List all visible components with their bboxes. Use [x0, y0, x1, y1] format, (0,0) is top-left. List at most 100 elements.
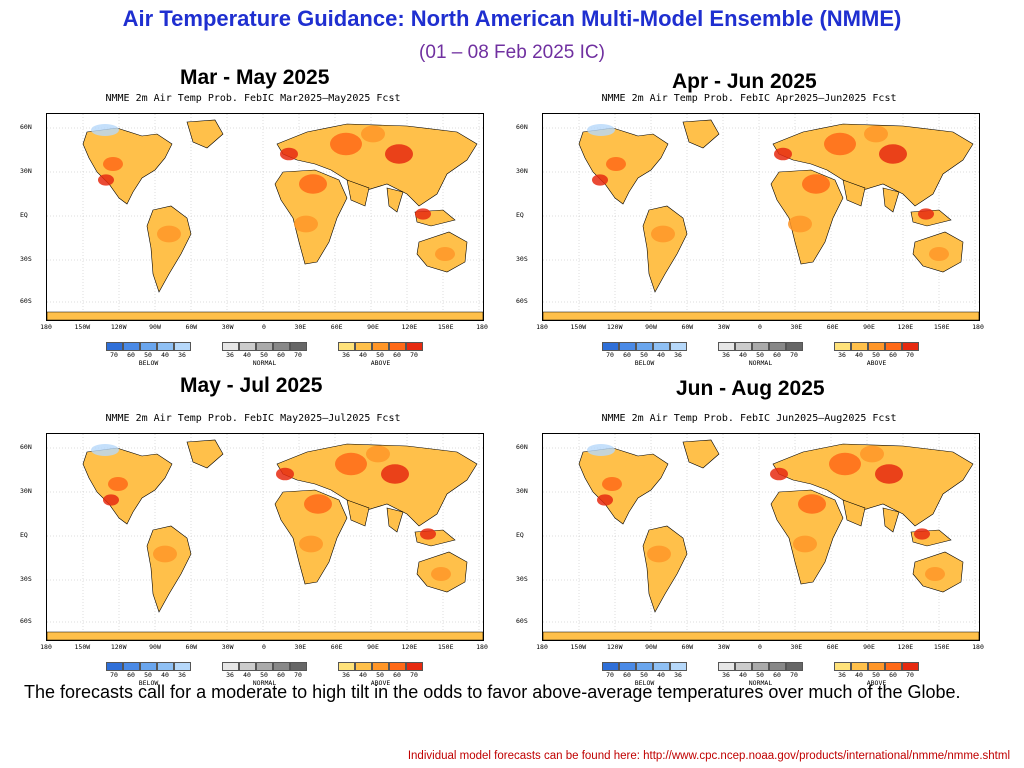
legend-tick: 36 [838, 671, 846, 679]
legend-category-name: NORMAL [252, 359, 277, 367]
lat-label: 60S [20, 297, 32, 305]
lat-label: 60S [516, 297, 528, 305]
legend-tick: 70 [906, 351, 914, 359]
summary-text: The forecasts call for a moderate to hig… [24, 682, 961, 702]
legend-swatch [256, 342, 273, 351]
world-probability-map [542, 113, 980, 321]
lat-label: 60S [516, 617, 528, 625]
legend-normal: 36 40 50 60 70 NORMAL [222, 342, 307, 367]
legend-swatch [868, 662, 885, 671]
lon-label: 180 [40, 643, 52, 651]
legend-swatch [653, 662, 670, 671]
lon-label: 30W [221, 643, 234, 651]
legend-swatch [735, 662, 752, 671]
legend-swatch [174, 342, 191, 351]
period-label-4: Jun - Aug 2025 [676, 377, 825, 400]
lon-label: 30E [790, 643, 803, 651]
legend-swatch [140, 662, 157, 671]
legend-swatch [902, 662, 919, 671]
probability-legend: 70 60 50 40 36 BELOW 36 40 50 60 70 NORMAL 36 40 50 60 7… [18, 662, 488, 688]
legend-swatch [157, 342, 174, 351]
lat-label: 60N [20, 123, 32, 131]
legend-swatch [902, 342, 919, 351]
legend-tick: 50 [260, 671, 268, 679]
page-title: Air Temperature Guidance: North American… [122, 6, 902, 31]
lon-label: 0 [262, 643, 266, 651]
lon-label: 30E [790, 323, 803, 331]
legend-swatch [106, 662, 123, 671]
legend-category-name: BELOW [138, 679, 159, 687]
lon-label: 30E [294, 323, 307, 331]
legend-swatch [355, 662, 372, 671]
legend-swatch [222, 342, 239, 351]
legend-tick: 70 [294, 671, 302, 679]
legend-tick: 70 [606, 351, 614, 359]
legend-swatch [602, 662, 619, 671]
lat-label: 60N [516, 123, 528, 131]
legend-swatch [389, 662, 406, 671]
source-link[interactable]: Individual model forecasts can be found … [407, 750, 1010, 762]
legend-above: 36 40 50 60 70 ABOVE [834, 342, 919, 367]
legend-swatch [222, 662, 239, 671]
probability-legend: 70 60 50 40 36 BELOW 36 40 50 60 70 NORMAL 36 40 50 60 7… [18, 342, 488, 368]
lon-label: 150W [74, 643, 91, 651]
lat-label: EQ [20, 531, 28, 539]
legend-swatch [106, 342, 123, 351]
map-title: NMME 2m Air Temp Prob. FebIC May2025–Jul… [105, 413, 401, 424]
lon-label: 180 [972, 323, 984, 331]
world-probability-map [46, 433, 484, 641]
legend-above: 36 40 50 60 70 ABOVE [338, 342, 423, 367]
legend-tick: 70 [790, 671, 798, 679]
legend-tick: 50 [756, 351, 764, 359]
legend-category-name: NORMAL [748, 679, 773, 687]
legend-tick: 60 [393, 671, 401, 679]
legend-swatch [273, 342, 290, 351]
lon-label: 150E [437, 643, 454, 651]
legend-swatch [338, 342, 355, 351]
legend-normal: 36 40 50 60 70 NORMAL [222, 662, 307, 687]
legend-tick: 60 [277, 351, 285, 359]
legend-category-name: ABOVE [370, 359, 391, 367]
legend-tick: 50 [640, 351, 648, 359]
lon-label: 0 [262, 323, 266, 331]
legend-category-name: BELOW [634, 359, 655, 367]
lon-label: 120E [401, 643, 418, 651]
lat-label: EQ [20, 211, 28, 219]
legend-tick: 70 [790, 351, 798, 359]
forecast-map-panel: NMME 2m Air Temp Prob. FebIC May2025–Jul… [18, 413, 488, 687]
legend-tick: 40 [657, 671, 665, 679]
legend-below: 70 60 50 40 36 BELOW [106, 662, 191, 687]
lon-label: 60W [681, 643, 694, 651]
lat-label: EQ [516, 211, 524, 219]
lat-label: 30S [20, 255, 32, 263]
legend-swatch [239, 662, 256, 671]
lon-label: 60W [681, 323, 694, 331]
lat-label: 60N [20, 443, 32, 451]
legend-swatch [602, 342, 619, 351]
lon-label: 60E [330, 643, 343, 651]
legend-tick: 40 [359, 671, 367, 679]
legend-swatch [670, 342, 687, 351]
legend-swatch [851, 662, 868, 671]
lon-label: 120W [606, 323, 623, 331]
legend-swatch [670, 662, 687, 671]
legend-tick: 36 [342, 351, 350, 359]
legend-tick: 40 [855, 351, 863, 359]
lat-label: 30S [20, 575, 32, 583]
legend-tick: 40 [739, 671, 747, 679]
probability-legend: 70 60 50 40 36 BELOW 36 40 50 60 70 NORMAL 36 40 50 60 7… [514, 342, 984, 368]
legend-tick: 60 [889, 671, 897, 679]
lon-label: 120W [110, 323, 127, 331]
legend-tick: 36 [178, 351, 186, 359]
lon-label: 30W [221, 323, 234, 331]
legend-tick: 40 [243, 671, 251, 679]
legend-tick: 50 [144, 351, 152, 359]
legend-tick: 60 [127, 671, 135, 679]
forecast-map-panel: NMME 2m Air Temp Prob. FebIC Apr2025–Jun… [514, 93, 984, 367]
legend-swatch [619, 342, 636, 351]
legend-swatch [752, 662, 769, 671]
legend-tick: 50 [376, 671, 384, 679]
lon-label: 180 [972, 643, 984, 651]
legend-tick: 36 [674, 351, 682, 359]
legend-swatch [273, 662, 290, 671]
